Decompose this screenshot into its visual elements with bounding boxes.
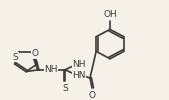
Text: S: S — [12, 53, 18, 62]
Text: HN: HN — [72, 71, 86, 80]
Text: S: S — [62, 84, 68, 92]
Text: OH: OH — [103, 10, 117, 19]
Text: NH: NH — [72, 60, 86, 69]
Text: O: O — [89, 91, 95, 100]
Text: O: O — [31, 49, 39, 58]
Text: NH: NH — [44, 65, 58, 74]
